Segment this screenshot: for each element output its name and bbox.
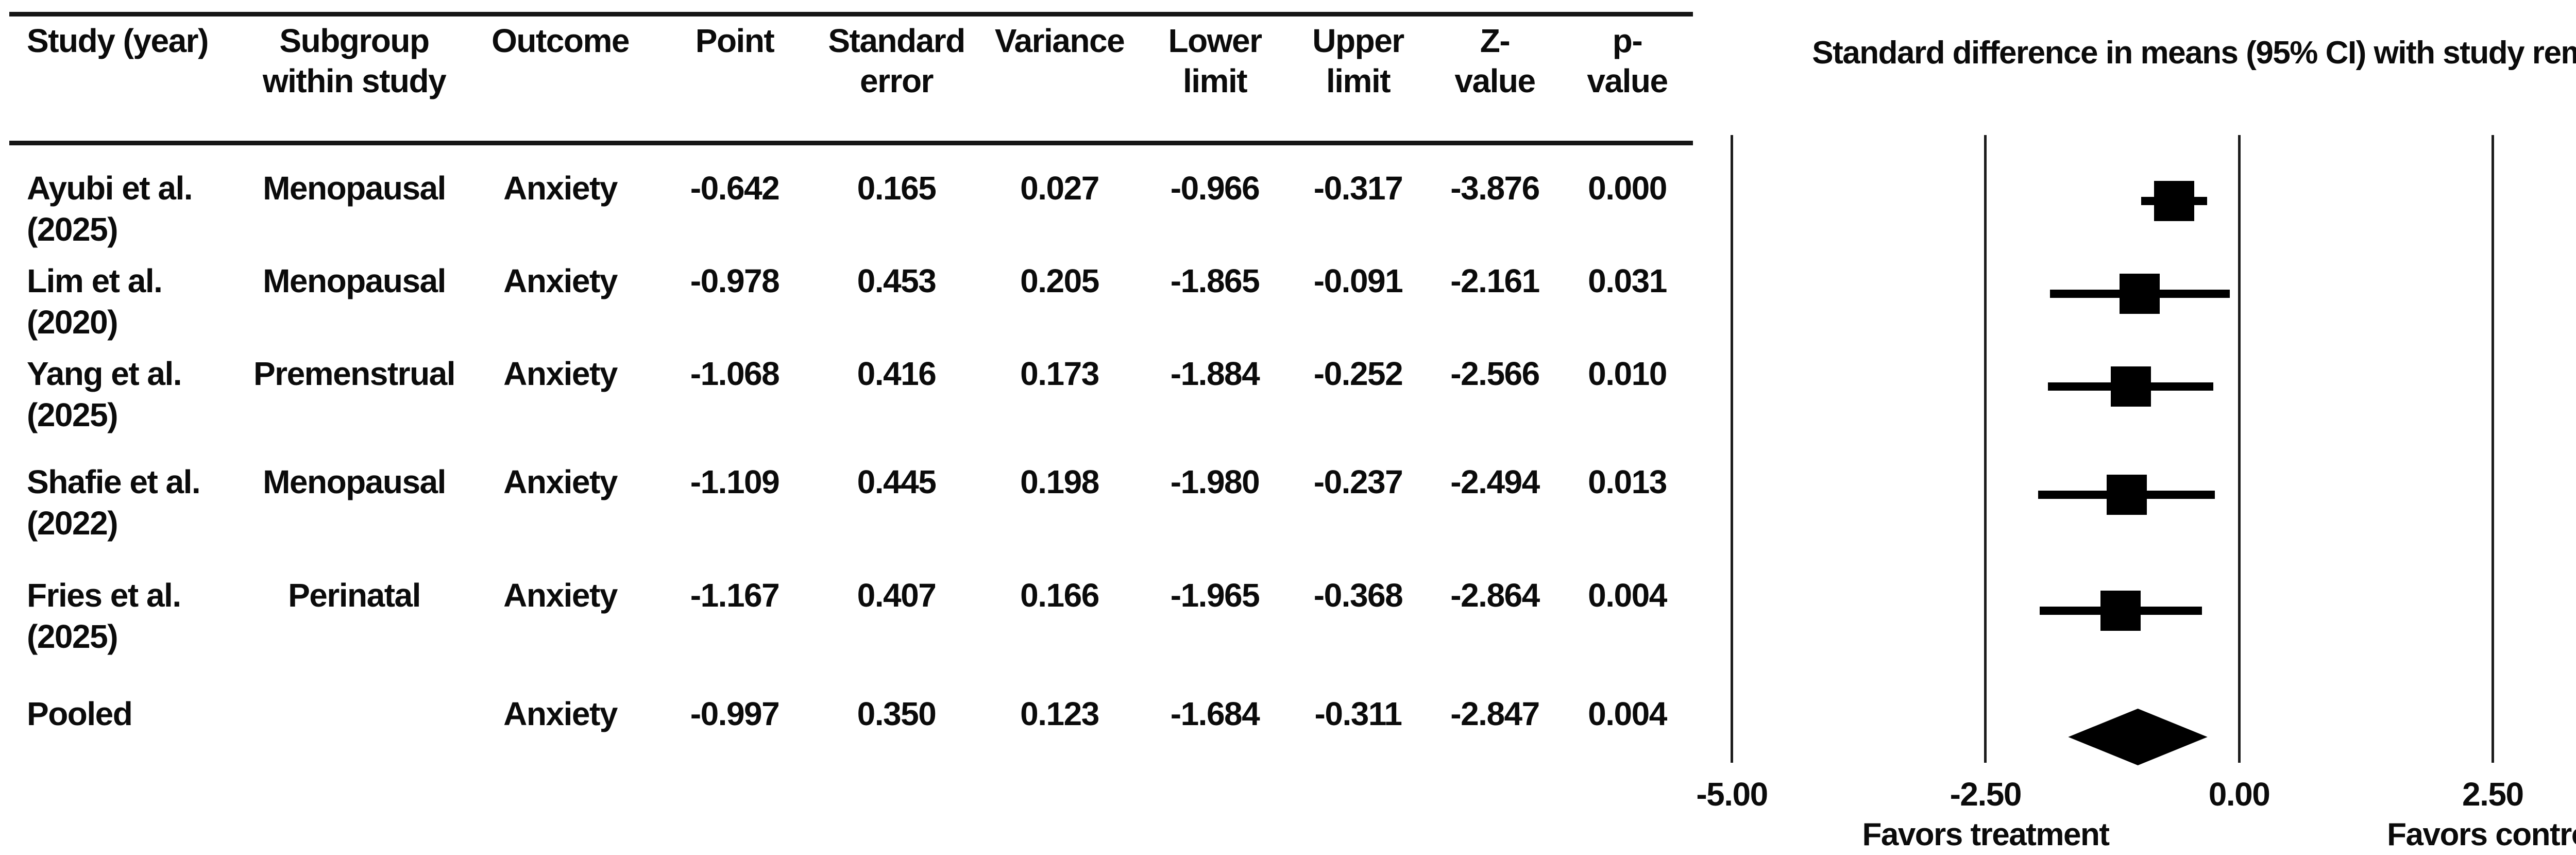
cell-subgroup bbox=[242, 693, 466, 781]
cell-z: -2.566 bbox=[1450, 355, 1540, 392]
axis-gridline bbox=[1984, 135, 1987, 763]
cell-lower: -1.980 bbox=[1170, 463, 1260, 500]
cell-variance: 0.205 bbox=[1020, 262, 1099, 299]
cell-variance: 0.123 bbox=[1020, 695, 1099, 732]
cell-upper: -0.252 bbox=[1313, 355, 1403, 392]
table-row: Yang et al. (2025) Premenstrual Anxiety … bbox=[10, 353, 1692, 441]
favors-control-label: Favors control bbox=[2387, 817, 2576, 852]
axis-tick-label: 0.00 bbox=[2208, 776, 2270, 813]
cell-z: -3.876 bbox=[1450, 170, 1540, 207]
cell-point: -0.978 bbox=[690, 262, 780, 299]
cell-lower: -1.865 bbox=[1170, 262, 1260, 299]
cell-lower: -1.965 bbox=[1170, 577, 1260, 614]
cell-study: Fries et al. (2025) bbox=[27, 577, 181, 655]
cell-study: Yang et al. (2025) bbox=[27, 355, 182, 433]
cell-p: 0.004 bbox=[1588, 577, 1667, 614]
header-lower-limit: Lower limit bbox=[1168, 22, 1262, 99]
cell-outcome: Anxiety bbox=[503, 577, 618, 614]
cell-lower: -1.884 bbox=[1170, 355, 1260, 392]
axis-gridline bbox=[2491, 135, 2494, 763]
point-square bbox=[2100, 591, 2141, 631]
header-standard-error: Standard error bbox=[828, 22, 965, 99]
cell-lower: -1.684 bbox=[1170, 695, 1260, 732]
cell-p: 0.031 bbox=[1588, 262, 1667, 299]
axis-tick-label: -2.50 bbox=[1950, 776, 2022, 813]
cell-p: 0.004 bbox=[1588, 695, 1667, 732]
cell-z: -2.847 bbox=[1450, 695, 1540, 732]
table-header-row: Study (year) Subgroup within study Outco… bbox=[10, 21, 1692, 101]
cell-se: 0.407 bbox=[857, 577, 937, 614]
cell-z: -2.494 bbox=[1450, 463, 1540, 500]
cell-study: Pooled bbox=[27, 695, 133, 732]
header-variance: Variance bbox=[994, 22, 1125, 59]
cell-subgroup: Menopausal bbox=[263, 262, 446, 299]
header-upper-limit: Upper limit bbox=[1312, 22, 1404, 99]
cell-point: -1.068 bbox=[690, 355, 780, 392]
header-z-value: Z- value bbox=[1454, 22, 1536, 99]
cell-upper: -0.311 bbox=[1314, 695, 1402, 732]
cell-p: 0.013 bbox=[1588, 463, 1667, 500]
cell-upper: -0.237 bbox=[1313, 463, 1403, 500]
cell-outcome: Anxiety bbox=[503, 463, 618, 500]
point-square bbox=[2110, 366, 2151, 407]
cell-subgroup: Menopausal bbox=[263, 170, 446, 207]
table-top-border bbox=[9, 12, 1693, 16]
cell-point: -1.167 bbox=[690, 577, 780, 614]
cell-variance: 0.166 bbox=[1020, 577, 1099, 614]
table-row: Ayubi et al. (2025) Menopausal Anxiety -… bbox=[10, 167, 1692, 255]
table-row: Fries et al. (2025) Perinatal Anxiety -1… bbox=[10, 575, 1692, 662]
cell-outcome: Anxiety bbox=[503, 695, 618, 732]
table-row: Lim et al. (2020) Menopausal Anxiety -0.… bbox=[10, 260, 1692, 348]
header-subgroup: Subgroup within study bbox=[262, 22, 447, 99]
cell-p: 0.010 bbox=[1588, 355, 1667, 392]
table-header-underline bbox=[9, 141, 1693, 145]
cell-z: -2.161 bbox=[1450, 262, 1540, 299]
cell-upper: -0.317 bbox=[1313, 170, 1403, 207]
point-square bbox=[2154, 181, 2194, 221]
pooled-diamond bbox=[2068, 709, 2208, 765]
header-point: Point bbox=[695, 22, 775, 59]
favors-treatment-label: Favors treatment bbox=[1862, 817, 2110, 852]
header-outcome: Outcome bbox=[492, 22, 630, 59]
cell-subgroup: Premenstrual bbox=[253, 355, 456, 392]
cell-se: 0.453 bbox=[857, 262, 937, 299]
cell-study: Ayubi et al. (2025) bbox=[27, 170, 193, 248]
axis-gridline bbox=[1731, 135, 1733, 763]
table-row: Shafie et al. (2022) Menopausal Anxiety … bbox=[10, 461, 1692, 549]
cell-subgroup: Menopausal bbox=[263, 463, 446, 500]
table-row-pooled: Pooled Anxiety -0.997 0.350 0.123 -1.684… bbox=[10, 693, 1692, 781]
cell-z: -2.864 bbox=[1450, 577, 1540, 614]
cell-upper: -0.091 bbox=[1313, 262, 1403, 299]
header-p-value: p- value bbox=[1587, 22, 1668, 99]
cell-study: Lim et al. (2020) bbox=[27, 262, 163, 341]
cell-point: -0.997 bbox=[690, 695, 780, 732]
cell-upper: -0.368 bbox=[1313, 577, 1403, 614]
cell-se: 0.350 bbox=[857, 695, 937, 732]
cell-se: 0.416 bbox=[857, 355, 937, 392]
cell-outcome: Anxiety bbox=[503, 262, 618, 299]
cell-variance: 0.173 bbox=[1020, 355, 1099, 392]
cell-se: 0.445 bbox=[857, 463, 937, 500]
axis-gridline bbox=[2238, 135, 2241, 763]
cell-lower: -0.966 bbox=[1170, 170, 1260, 207]
plot-title: Standard difference in means (95% CI) wi… bbox=[1812, 35, 2576, 71]
cell-study: Shafie et al. (2022) bbox=[27, 463, 201, 542]
cell-se: 0.165 bbox=[857, 170, 937, 207]
cell-variance: 0.027 bbox=[1020, 170, 1099, 207]
header-study-year: Study (year) bbox=[27, 22, 209, 59]
cell-point: -1.109 bbox=[690, 463, 780, 500]
cell-outcome: Anxiety bbox=[503, 355, 618, 392]
axis-tick-label: 2.50 bbox=[2462, 776, 2524, 813]
cell-outcome: Anxiety bbox=[503, 170, 618, 207]
cell-p: 0.000 bbox=[1588, 170, 1667, 207]
cell-variance: 0.198 bbox=[1020, 463, 1099, 500]
axis-tick-label: -5.00 bbox=[1696, 776, 1768, 813]
point-square bbox=[2120, 274, 2160, 314]
cell-subgroup: Perinatal bbox=[288, 577, 421, 614]
cell-point: -0.642 bbox=[690, 170, 780, 207]
point-square bbox=[2106, 475, 2147, 515]
